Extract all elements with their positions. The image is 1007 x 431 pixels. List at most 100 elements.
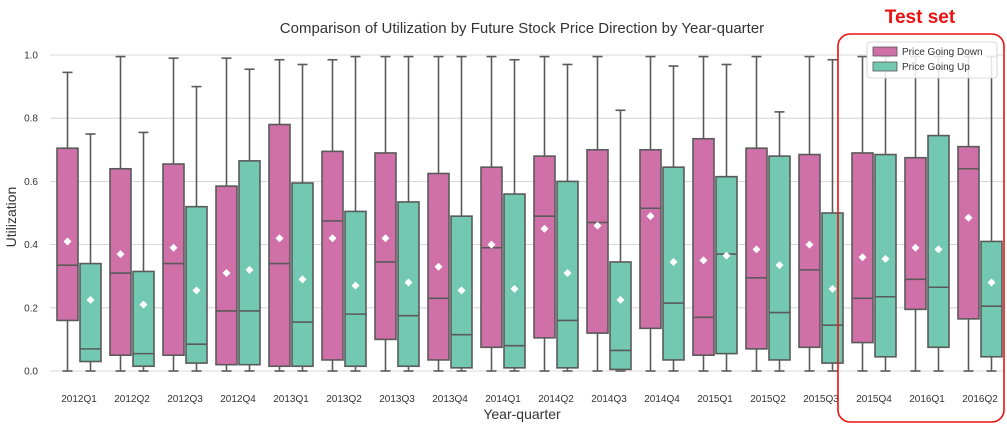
box-body <box>56 147 79 322</box>
legend-swatch-price-going-up <box>872 61 898 72</box>
box-mean-marker <box>245 265 254 274</box>
legend-swatch-price-going-down <box>872 46 898 57</box>
box-body <box>768 155 791 361</box>
box-body <box>480 166 503 349</box>
box-body <box>162 163 185 356</box>
box-body <box>533 155 556 339</box>
box-mean-marker <box>328 234 337 243</box>
x-tick-label: 2012Q2 <box>114 394 150 405</box>
box-mean-marker <box>63 237 72 246</box>
box <box>904 55 927 372</box>
y-tick-label: 0.4 <box>24 240 38 251</box>
box-mean-marker <box>116 250 125 259</box>
box-mean-marker <box>434 262 443 271</box>
box <box>692 55 715 372</box>
x-tick-label: 2015Q4 <box>856 394 892 405</box>
x-tick-label: 2014Q3 <box>591 394 627 405</box>
box <box>639 55 662 372</box>
box-mean-marker <box>646 212 655 221</box>
box-body <box>639 149 662 330</box>
box <box>556 63 579 372</box>
box <box>185 85 208 372</box>
box <box>427 55 450 372</box>
box-body <box>132 270 155 368</box>
x-tick-label: 2016Q1 <box>909 394 945 405</box>
test-set-highlight <box>837 33 1005 423</box>
box-mean-marker <box>275 234 284 243</box>
box <box>533 55 556 372</box>
x-tick-label: 2012Q3 <box>167 394 203 405</box>
box <box>132 131 155 372</box>
box <box>238 68 261 372</box>
box <box>374 55 397 372</box>
box-body <box>268 123 291 368</box>
chart-title: Comparison of Utilization by Future Stoc… <box>280 20 764 37</box>
x-tick-label: 2013Q4 <box>432 394 468 405</box>
x-tick-label: 2015Q2 <box>750 394 786 405</box>
box-mean-marker <box>881 254 890 263</box>
box <box>321 58 344 372</box>
x-tick-label: 2013Q1 <box>273 394 309 405</box>
box-body <box>185 205 208 364</box>
box-body <box>586 149 609 334</box>
box <box>56 71 79 372</box>
box-mean-marker <box>540 224 549 233</box>
box-mean-marker <box>752 245 761 254</box>
x-tick-label: 2013Q2 <box>326 394 362 405</box>
box-body <box>321 150 344 361</box>
box <box>480 55 503 372</box>
y-tick-label: 1.0 <box>24 51 38 62</box>
box-body <box>291 182 314 368</box>
box <box>957 55 980 372</box>
box-mean-marker <box>457 286 466 295</box>
x-tick-label: 2014Q1 <box>485 394 521 405</box>
box <box>450 55 473 372</box>
y-tick-label: 0.6 <box>24 177 38 188</box>
box-mean-marker <box>593 221 602 230</box>
box-mean-marker <box>169 243 178 252</box>
box-mean-marker <box>222 269 231 278</box>
box <box>109 55 132 372</box>
box-body <box>851 152 874 344</box>
box <box>397 55 420 372</box>
box <box>980 55 1003 372</box>
box <box>927 55 950 372</box>
legend-frame <box>866 41 998 79</box>
box <box>768 111 791 372</box>
box-body <box>798 153 821 349</box>
box <box>609 109 632 372</box>
box-mean-marker <box>775 261 784 270</box>
box-series-price-going-down <box>56 55 980 372</box>
box <box>344 55 367 372</box>
y-tick-label: 0.8 <box>24 114 38 125</box>
box-mean-marker <box>404 278 413 287</box>
box-body <box>715 175 738 355</box>
y-tick-label: 0.2 <box>24 303 38 314</box>
box-series-price-going-up <box>79 55 1003 372</box>
box-mean-marker <box>351 281 360 290</box>
box-mean-marker <box>722 251 731 260</box>
legend-label-price-going-up: Price Going Up <box>902 62 970 73</box>
legend-label-price-going-down: Price Going Down <box>902 47 983 58</box>
legend: Price Going Down Price Going Up <box>866 41 998 79</box>
box-body <box>927 134 950 349</box>
box-series-group <box>56 55 1003 372</box>
x-tick-label: 2016Q2 <box>962 394 998 405</box>
box-body <box>609 261 632 371</box>
y-tick-label: 0.0 <box>24 367 38 378</box>
box-body <box>904 156 927 311</box>
box-body <box>374 152 397 341</box>
box-mean-marker <box>192 286 201 295</box>
box <box>291 63 314 372</box>
box <box>874 55 897 372</box>
box-body <box>503 193 526 369</box>
x-tick-label: 2014Q2 <box>538 394 574 405</box>
box-body <box>692 137 715 357</box>
box-body <box>957 145 980 320</box>
box <box>821 58 844 372</box>
y-axis-label: Utilization <box>3 187 19 248</box>
box-mean-marker <box>563 269 572 278</box>
y-axis-ticks: 0.0 0.2 0.4 0.6 0.8 1.0 <box>24 51 38 378</box>
box-mean-marker <box>699 256 708 265</box>
